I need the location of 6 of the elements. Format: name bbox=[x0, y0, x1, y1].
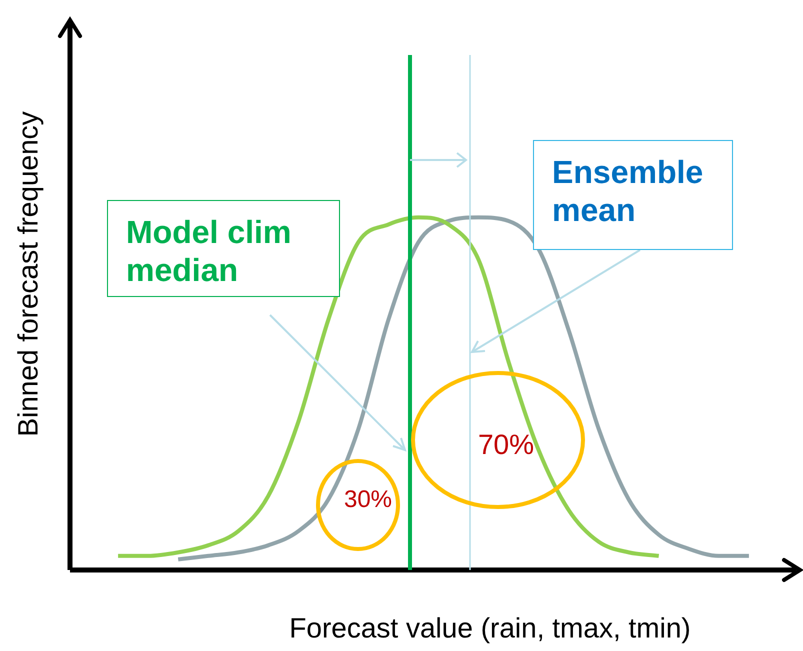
annotation: Model clim median bbox=[107, 200, 340, 297]
annotation: 70% bbox=[476, 428, 536, 462]
x-axis-title: Forecast value (rain, tmax, tmin) bbox=[289, 612, 691, 644]
annotation: Ensemble mean bbox=[533, 140, 733, 250]
annotation: 30% bbox=[342, 486, 394, 515]
y-axis-title: Binned forecast frequency bbox=[12, 111, 44, 437]
